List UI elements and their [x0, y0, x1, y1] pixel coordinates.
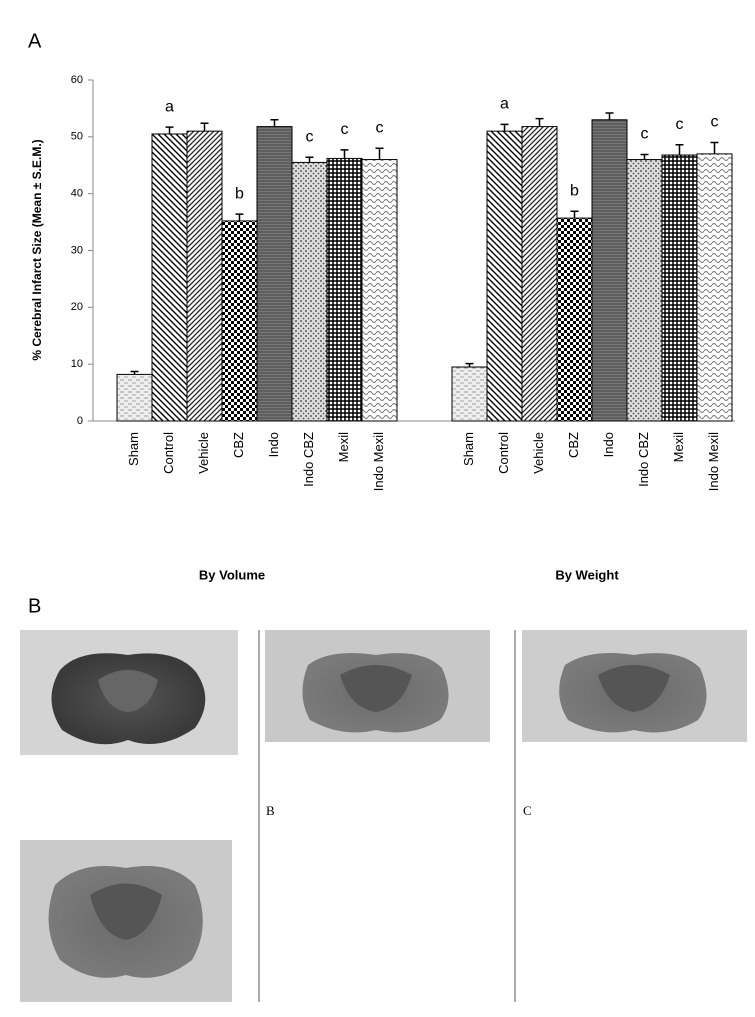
bar — [186, 130, 223, 422]
annotation: c — [376, 119, 384, 136]
error-bar — [340, 149, 349, 159]
bar — [486, 130, 523, 422]
annotation: a — [500, 96, 509, 113]
error-bar — [305, 156, 314, 163]
x-tick-label: Indo CBZ — [301, 432, 316, 487]
error-bar — [710, 141, 719, 154]
error-bar — [235, 213, 244, 221]
group-label: By Weight — [555, 567, 619, 582]
x-tick-label: Sham — [461, 432, 476, 466]
y-tick-label: 40 — [71, 188, 83, 200]
x-tick-label: CBZ — [566, 432, 581, 458]
bar — [256, 126, 293, 422]
error-bar — [130, 370, 139, 375]
x-tick-label: CBZ — [231, 432, 246, 458]
x-tick-label: Sham — [126, 432, 141, 466]
x-tick-label: Vehicle — [531, 432, 546, 474]
x-tick-label: Indo CBZ — [636, 432, 651, 487]
x-tick-label: Control — [161, 432, 176, 474]
y-tick-label: 60 — [71, 74, 83, 86]
y-tick-label: 50 — [71, 131, 83, 143]
photo — [20, 630, 238, 755]
x-tick-label: Mexil — [671, 432, 686, 462]
photo-caption: C — [523, 803, 532, 818]
bar — [591, 119, 628, 422]
bar — [221, 220, 258, 422]
chart: 0 10 20 30 40 50 60 Sham a Control Vehicle b CBZ Indo… — [71, 74, 733, 582]
error-bar — [375, 147, 384, 160]
bar — [696, 153, 733, 422]
panel-label: B — [28, 595, 41, 617]
bar — [291, 161, 328, 422]
error-bar — [200, 122, 209, 132]
y-tick-label: 0 — [77, 415, 83, 427]
bar — [326, 157, 363, 422]
x-tick-label: Indo — [601, 432, 616, 457]
error-bar — [570, 210, 579, 219]
annotation: c — [306, 129, 314, 146]
error-bar — [270, 119, 279, 127]
bar — [626, 159, 663, 422]
panel-label: A — [28, 30, 42, 52]
error-bar — [675, 144, 684, 156]
photo — [522, 630, 747, 742]
photo — [20, 840, 232, 1002]
y-tick-label: 30 — [71, 244, 83, 256]
bar — [556, 217, 593, 422]
photo-caption: B — [266, 803, 275, 818]
x-tick-label: Control — [496, 432, 511, 474]
error-bar — [605, 112, 614, 120]
x-tick-label: Indo — [266, 432, 281, 457]
error-bar — [500, 123, 509, 132]
error-bar — [640, 153, 649, 160]
group-label: By Volume — [199, 567, 265, 582]
y-tick-label: 10 — [71, 358, 83, 370]
error-bar — [465, 362, 474, 368]
y-axis-label: % Cerebral Infarct Size (Mean ± S.E.M.) — [30, 139, 44, 360]
photo — [265, 630, 490, 742]
annotation: c — [641, 126, 649, 143]
x-tick-label: Indo Mexil — [371, 432, 386, 491]
annotation: a — [165, 98, 174, 115]
x-tick-label: Indo Mexil — [706, 432, 721, 491]
bar — [661, 154, 698, 422]
error-bar — [165, 126, 174, 134]
annotation: b — [570, 183, 579, 200]
annotation: c — [711, 114, 719, 131]
x-tick-label: Mexil — [336, 432, 351, 462]
x-tick-label: Vehicle — [196, 432, 211, 474]
annotation: c — [341, 121, 349, 138]
bar — [151, 133, 188, 422]
error-bar — [535, 117, 544, 127]
bar — [116, 373, 153, 422]
y-tick-label: 20 — [71, 301, 83, 313]
annotation: b — [235, 185, 244, 202]
bar — [361, 159, 398, 422]
bar — [521, 126, 558, 422]
bar — [451, 366, 488, 422]
annotation: c — [676, 116, 684, 133]
